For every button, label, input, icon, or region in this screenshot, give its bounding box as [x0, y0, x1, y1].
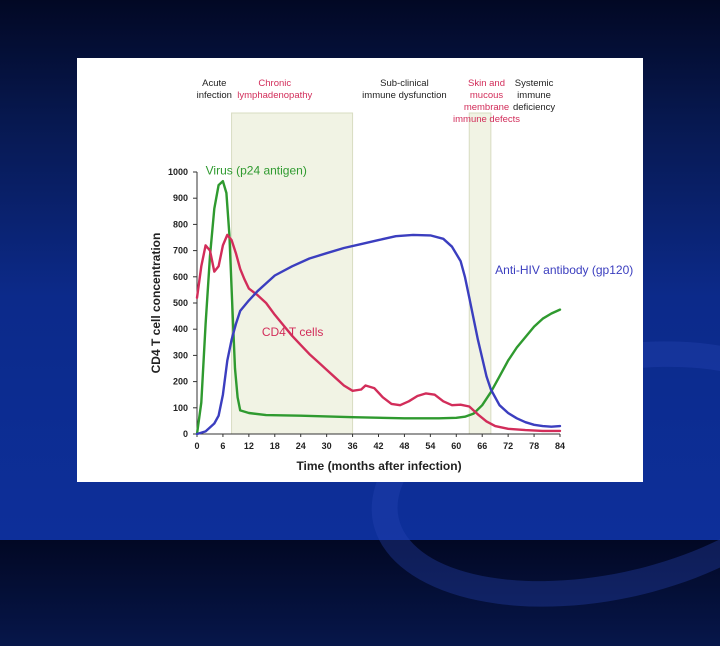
y-tick-label: 100: [173, 403, 188, 413]
x-tick-label: 42: [373, 441, 383, 451]
y-tick-label: 600: [173, 272, 188, 282]
x-tick-label: 6: [220, 441, 225, 451]
phase-bands: [231, 112, 492, 435]
series-line-2: [195, 233, 562, 436]
x-tick-label: 36: [348, 441, 358, 451]
phase-label: Skin and mucous membrane immune defects: [453, 78, 520, 125]
x-tick-label: 66: [477, 441, 487, 451]
x-tick-labels: 0 6 12 18 24 30 36 42 48 54 60 66 72 78 84: [194, 434, 565, 451]
phase-band: [231, 112, 354, 435]
series-label-1: CD4 T cells: [262, 325, 324, 339]
y-tick-label: 300: [173, 350, 188, 360]
y-tick-label: 700: [173, 246, 188, 256]
y-tick-labels: 0 100 200 300 400 500 600 700 800 900 1000: [168, 167, 197, 439]
x-tick-label: 12: [244, 441, 254, 451]
x-tick-label: 60: [451, 441, 461, 451]
x-tick-label: 24: [296, 441, 306, 451]
y-tick-label: 800: [173, 219, 188, 229]
series-labels: Virus (p24 antigen) CD4 T cells Anti-HIV a…: [206, 164, 634, 339]
phase-label: Acute infection: [197, 78, 232, 101]
series-lines: [195, 180, 562, 436]
y-tick-label: 900: [173, 193, 188, 203]
x-tick-label: 48: [399, 441, 409, 451]
phase-label: Sub-clinical immune dysfunction: [362, 78, 446, 101]
x-tick-label: 72: [503, 441, 513, 451]
phase-band: [468, 112, 492, 435]
y-tick-label: 1000: [168, 167, 188, 177]
y-tick-label: 500: [173, 298, 188, 308]
x-tick-label: 0: [194, 441, 199, 451]
phase-label: Chronic lymphadenopathy: [237, 78, 312, 101]
x-tick-label: 54: [425, 441, 435, 451]
y-tick-label: 400: [173, 324, 188, 334]
x-tick-label: 84: [555, 441, 565, 451]
x-tick-label: 30: [322, 441, 332, 451]
x-tick-label: 18: [270, 441, 280, 451]
series-label-0: Virus (p24 antigen): [206, 164, 307, 178]
series-label-2: Anti-HIV antibody (gp120): [495, 263, 633, 277]
phase-label: Systemic immune deficiency: [513, 78, 555, 113]
series-line-0: [195, 180, 562, 436]
chart-panel: Acute infection Chronic lymphadenopathy Sub-…: [77, 58, 643, 482]
series-line-1: [195, 233, 562, 433]
y-tick-label: 0: [183, 429, 188, 439]
y-tick-label: 200: [173, 377, 188, 387]
x-axis-label: Time (months after infection): [296, 459, 461, 473]
x-tick-label: 78: [529, 441, 539, 451]
y-axis-label: CD4 T cell concentration: [149, 233, 163, 374]
